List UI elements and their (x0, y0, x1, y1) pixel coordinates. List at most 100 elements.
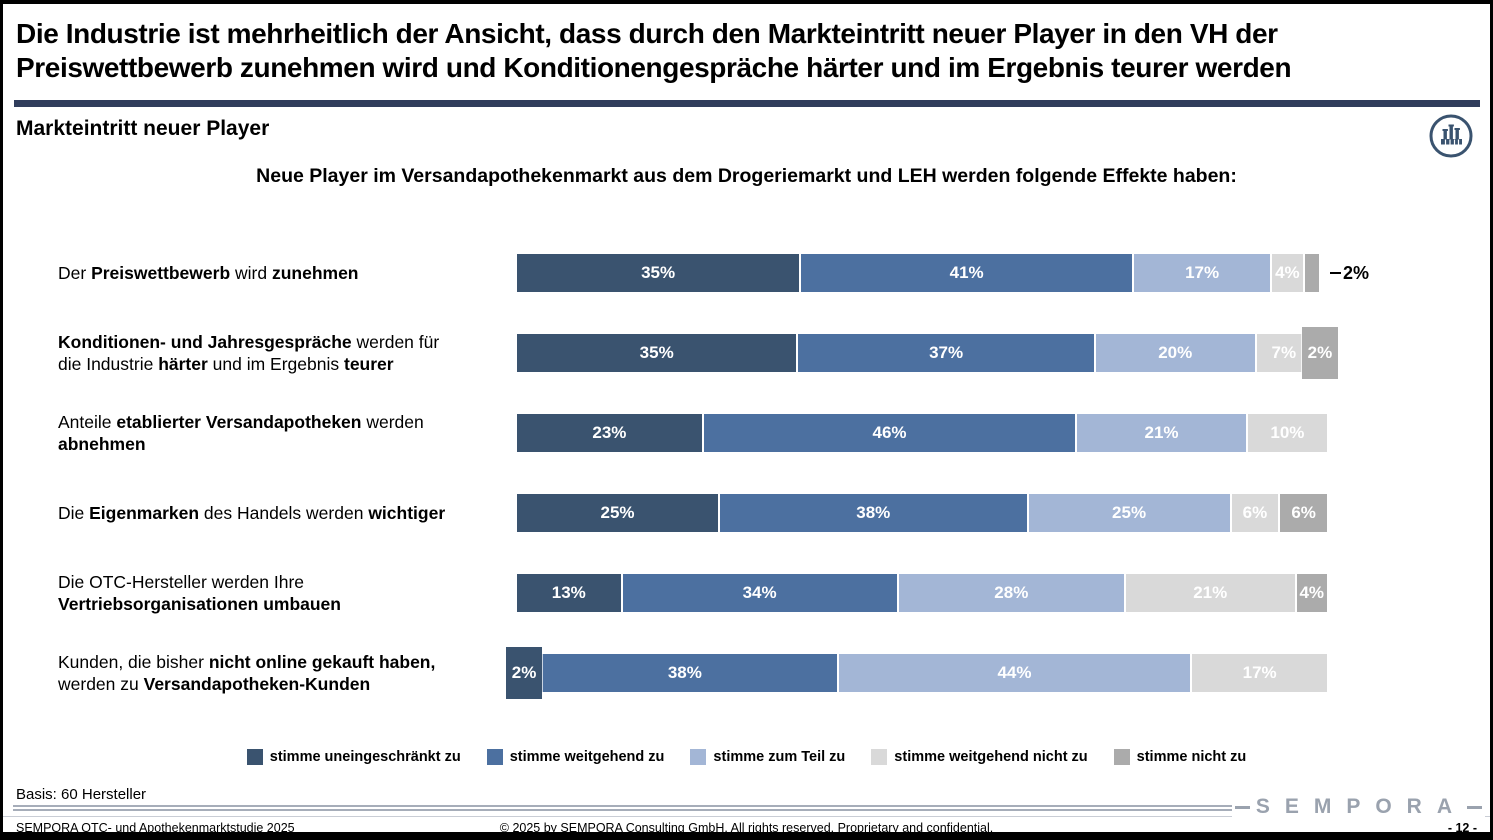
row-label: Die OTC-Hersteller werden Ihre Vertriebso… (58, 571, 498, 616)
segment-value-label: 17% (1242, 663, 1277, 682)
bar-segment: 21% (1076, 413, 1247, 453)
segment-value-label: 46% (872, 423, 907, 442)
row-label-text: zunehmen (271, 262, 359, 283)
bar-segment: 2% (1301, 327, 1338, 379)
section-title: Markteintritt neuer Player (16, 117, 270, 140)
bar-segment: 10% (1246, 413, 1328, 453)
bar-segment: 25% (1027, 493, 1231, 533)
row-label-text: die Industrie (58, 354, 159, 374)
bar-segment (1303, 253, 1320, 293)
row-label-text: Kunden, die bisher (58, 651, 209, 672)
bar-segment: 34% (621, 573, 898, 613)
bar-segment: 6% (1230, 493, 1280, 533)
legend-item: stimme nicht zu (1113, 749, 1247, 765)
bar-segment: 37% (797, 333, 1095, 373)
segment-value-label: 37% (929, 343, 964, 362)
chart-row: Die Eigenmarken des Handels werden wicht… (3, 473, 1490, 553)
legend-swatch (1113, 749, 1130, 765)
row-label-text: Vertriebsorganisationen umbauen (58, 594, 341, 614)
segment-value-label: 38% (856, 503, 891, 522)
bar-segment: 23% (516, 413, 703, 453)
bar-track: 35% 37% 20% 7% 2% (516, 327, 1338, 379)
row-label-text: teurer (344, 354, 394, 374)
bar-segment: 38% (532, 653, 838, 693)
bar-segment: 41% (800, 253, 1134, 293)
legend-swatch (871, 749, 888, 765)
segment-value-label: 38% (667, 663, 702, 682)
basis-note: Basis: 60 Hersteller (16, 786, 147, 803)
chart-title: Neue Player im Versandapothekenmarkt aus… (256, 165, 1237, 187)
legend-label: stimme weitgehend nicht zu (894, 749, 1088, 765)
row-label: Konditionen- und Jahresgespräche werden … (58, 331, 498, 376)
row-label-text: härter (158, 354, 208, 374)
row-label-text: Versandapotheken-Kunden (143, 674, 371, 694)
legend-swatch (246, 749, 263, 765)
factory-icon (1427, 112, 1475, 160)
legend-item: stimme weitgehend nicht zu (871, 749, 1088, 765)
segment-value-label: 25% (1112, 503, 1147, 522)
segment-value-label: 13% (551, 583, 586, 602)
segment-value-badge: 2% (506, 647, 543, 699)
logo-text: SEMPORA (1255, 795, 1467, 818)
segment-value-label: 34% (742, 583, 777, 602)
row-label-text: werden für (351, 331, 440, 352)
row-label-text: Konditionen- und Jahresgespräche (58, 331, 352, 352)
bar-segment: 35% (516, 253, 801, 293)
row-label-text: wird (230, 262, 272, 283)
row-label-text: wichtiger (368, 502, 446, 523)
legend-swatch (690, 749, 707, 765)
bar-segment: 17% (1133, 253, 1272, 293)
segment-value-label: 4% (1275, 263, 1300, 282)
segment-value-label: 23% (592, 423, 627, 442)
footer-thin-divider (3, 816, 1490, 817)
row-label: Die Eigenmarken des Handels werden wicht… (58, 502, 498, 524)
logo-dash-icon (1234, 805, 1250, 809)
segment-value-badge: 2% (1301, 327, 1338, 379)
bar-track: 2% 38% 44% 17% (506, 647, 1328, 699)
segment-value-label: 6% (1291, 503, 1316, 522)
row-label: Kunden, die bisher nicht online gekauft … (58, 651, 498, 696)
row-label-text: Die OTC-Hersteller werden Ihre (58, 571, 305, 592)
row-label: Anteile etablierter Versandapotheken wer… (58, 411, 498, 456)
segment-value-label: 10% (1270, 423, 1305, 442)
chart-row: Die OTC-Hersteller werden Ihre Vertriebso… (3, 553, 1490, 633)
segment-value-label: 35% (641, 263, 676, 282)
legend-swatch (486, 749, 503, 765)
bar-segment: 20% (1094, 333, 1256, 373)
row-label-text: Der (58, 262, 92, 283)
bar-segment: 4% (1271, 253, 1304, 293)
page-title: Die Industrie ist mehrheitlich der Ansic… (16, 18, 1292, 84)
bar-segment: 2% (506, 647, 543, 699)
segment-value-text: 2% (1343, 262, 1370, 283)
bar-segment: 17% (1191, 653, 1328, 693)
chart-row: Konditionen- und Jahresgespräche werden … (3, 313, 1490, 393)
footer-copyright: © 2025 by SEMPORA Consulting GmbH. All r… (499, 821, 994, 835)
segment-value-label: 25% (600, 503, 635, 522)
bar-track: 23% 46% 21% 10% (516, 413, 1328, 453)
row-label-text: nicht online gekauft haben, (208, 651, 436, 672)
row-label-text: Eigenmarken (89, 502, 200, 523)
footer-divider (13, 805, 1482, 811)
segment-value-label: 7% (1271, 343, 1297, 362)
chart-row: Kunden, die bisher nicht online gekauft … (3, 633, 1490, 713)
footer-page-number: - 12 - (1447, 821, 1478, 835)
chart-rows: Der Preiswettbewerb wird zunehmen 35% 41% 1… (3, 233, 1490, 713)
callout-dash-icon (1330, 271, 1341, 275)
legend-label: stimme uneingeschränkt zu (269, 749, 461, 765)
legend-label: stimme zum Teil zu (713, 749, 846, 765)
bar-segment: 46% (702, 413, 1077, 453)
segment-value-label: 35% (639, 343, 674, 362)
sempora-logo: SEMPORA (1231, 795, 1485, 818)
footer-bar: SEMPORA OTC- und Apothekenmarktstudie 20… (16, 821, 1478, 835)
row-label-text: Preiswettbewerb (91, 262, 231, 283)
bar-segment: 4% (1295, 573, 1328, 613)
segment-value-label: 4% (1299, 583, 1325, 602)
legend-label: stimme weitgehend zu (509, 749, 665, 765)
segment-value-label: 20% (1158, 343, 1193, 362)
bar-segment: 6% (1279, 493, 1328, 533)
legend-item: stimme weitgehend zu (486, 749, 665, 765)
bar-track: 13% 34% 28% 21% 4% (516, 573, 1328, 613)
legend-label: stimme nicht zu (1136, 749, 1247, 765)
row-label-text: Anteile (58, 411, 117, 432)
